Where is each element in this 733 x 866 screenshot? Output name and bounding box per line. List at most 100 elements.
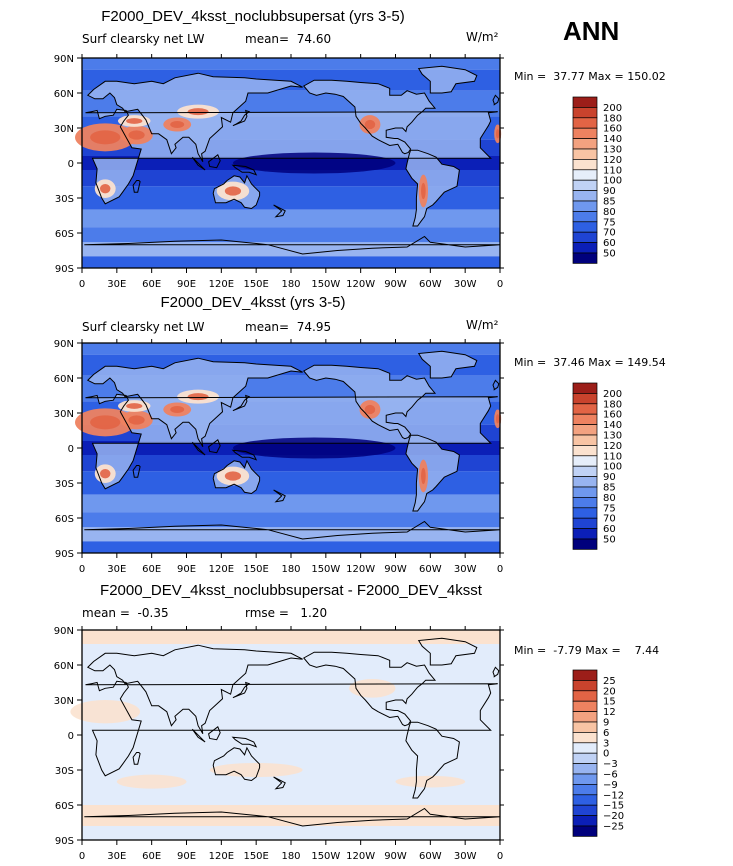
hotspot-core bbox=[128, 415, 145, 425]
coastline bbox=[492, 379, 500, 391]
colorbar-swatch bbox=[572, 96, 598, 108]
coastline bbox=[273, 776, 286, 790]
colorbar-label: −12 bbox=[603, 790, 624, 801]
colorbar-label: 50 bbox=[603, 249, 616, 260]
coastline bbox=[132, 180, 141, 193]
season-label: ANN bbox=[563, 16, 620, 46]
map-band bbox=[82, 227, 500, 243]
colorbar-swatch bbox=[572, 148, 598, 160]
colorbar-label: 80 bbox=[603, 493, 616, 504]
coastline bbox=[231, 164, 258, 176]
coastline bbox=[417, 637, 478, 666]
panel-2-variable: Surf clearsky net LW bbox=[82, 320, 205, 334]
colorbar-swatch bbox=[572, 127, 598, 139]
colorbar-label: 160 bbox=[603, 410, 622, 421]
y-tick-label: 0 bbox=[68, 159, 74, 170]
y-tick-label: 60S bbox=[55, 801, 74, 812]
x-tick-label: 60E bbox=[142, 279, 161, 290]
coastline bbox=[273, 204, 286, 218]
colorbar-swatch bbox=[572, 403, 598, 415]
diff-patch bbox=[70, 700, 141, 724]
colorbar-swatch bbox=[572, 476, 598, 488]
x-tick-label: 0 bbox=[79, 279, 85, 290]
x-tick-label: 60W bbox=[419, 564, 442, 575]
x-tick-label: 90E bbox=[177, 279, 196, 290]
colorbar-label: 0 bbox=[603, 749, 609, 760]
colorbar-label: 60 bbox=[603, 238, 616, 249]
panel-2-title: F2000_DEV_4ksst (yrs 3-5) bbox=[160, 294, 346, 311]
x-tick-label: 0 bbox=[497, 851, 503, 862]
map-band bbox=[82, 630, 500, 644]
map-band bbox=[82, 644, 500, 665]
colorbar-swatch bbox=[572, 424, 598, 436]
colorbar-label: 9 bbox=[603, 718, 609, 729]
x-tick-label: 0 bbox=[79, 564, 85, 575]
colorbar-swatch bbox=[572, 211, 598, 223]
hotspot-core bbox=[187, 108, 209, 116]
colorbar-swatch bbox=[572, 138, 598, 150]
colorbar-label: 120 bbox=[603, 155, 622, 166]
y-tick-label: 60N bbox=[54, 374, 74, 385]
coastline bbox=[86, 644, 303, 735]
colorbar-swatch bbox=[572, 507, 598, 519]
colorbar-label: 85 bbox=[603, 483, 616, 494]
panel-1-minmax: Min = 37.77 Max = 150.02 bbox=[514, 70, 666, 83]
colorbar-label: 100 bbox=[603, 462, 622, 473]
colorbar-swatch bbox=[572, 742, 598, 754]
coastline bbox=[208, 439, 221, 454]
colorbar-label: 70 bbox=[603, 228, 616, 239]
colorbar-label: 180 bbox=[603, 113, 622, 124]
coastline bbox=[191, 156, 206, 171]
x-tick-label: 90W bbox=[384, 279, 407, 290]
x-tick-label: 90E bbox=[177, 851, 196, 862]
panel-3-mean: mean = -0.35 bbox=[82, 606, 169, 620]
x-tick-label: 150W bbox=[311, 851, 340, 862]
x-tick-label: 90W bbox=[384, 564, 407, 575]
colorbar-label: 50 bbox=[603, 535, 616, 546]
panel-3-minmax: Min = -7.79 Max = 7.44 bbox=[514, 644, 660, 657]
x-tick-label: 30W bbox=[454, 851, 477, 862]
colorbar-label: 180 bbox=[603, 399, 622, 410]
panel-2-map: 0 30E 60E 90E 120E 150E 180 150W 120W 90W 60W 30W 09… bbox=[54, 339, 504, 575]
map-band bbox=[82, 512, 500, 528]
hotspot-core bbox=[364, 404, 376, 415]
colorbar-swatch bbox=[572, 179, 598, 191]
x-tick-label: 150E bbox=[243, 279, 268, 290]
x-tick-label: 60W bbox=[419, 279, 442, 290]
colorbar-swatch bbox=[572, 528, 598, 540]
coastline bbox=[405, 434, 460, 512]
coastline bbox=[132, 752, 141, 765]
colorbar-label: 60 bbox=[603, 524, 616, 535]
coastline bbox=[132, 465, 141, 478]
panel-1-mean: mean= 74.60 bbox=[245, 32, 332, 46]
colorbar-label: 15 bbox=[603, 697, 616, 708]
x-tick-label: 0 bbox=[79, 851, 85, 862]
colorbar-swatch bbox=[572, 752, 598, 764]
coastline bbox=[405, 721, 460, 799]
x-tick-label: 90E bbox=[177, 564, 196, 575]
hotspot-core bbox=[364, 119, 376, 130]
colorbar-swatch bbox=[572, 393, 598, 405]
hotspot-core bbox=[495, 129, 500, 139]
hotspot-core bbox=[128, 130, 145, 140]
colorbar-swatch bbox=[572, 680, 598, 692]
colorbar-label: 85 bbox=[603, 197, 616, 208]
colorbar-label: 100 bbox=[603, 176, 622, 187]
map-band bbox=[82, 209, 500, 228]
colorbar-label: 90 bbox=[603, 186, 616, 197]
colorbar-label: 90 bbox=[603, 472, 616, 483]
x-tick-label: 150W bbox=[311, 564, 340, 575]
coastline bbox=[303, 651, 437, 727]
colorbar-swatch bbox=[572, 465, 598, 477]
y-tick-label: 30N bbox=[54, 696, 74, 707]
coastline bbox=[191, 728, 206, 743]
land-fill bbox=[405, 435, 460, 511]
y-tick-label: 30N bbox=[54, 409, 74, 420]
colorbar-swatch bbox=[572, 200, 598, 212]
coastline bbox=[273, 489, 286, 503]
colorbar-swatch bbox=[572, 794, 598, 806]
colorbar-swatch bbox=[572, 815, 598, 827]
coastline bbox=[417, 350, 478, 379]
